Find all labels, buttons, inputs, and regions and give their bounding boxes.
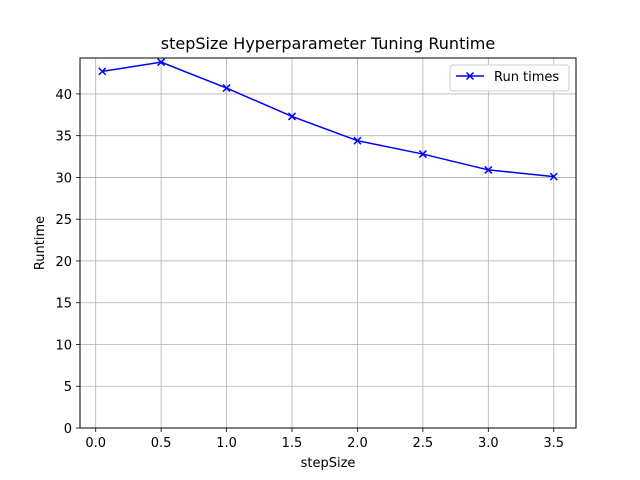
x-tick-label: 0.0	[85, 436, 106, 451]
data-point-marker	[484, 165, 493, 174]
legend-marker-swatch	[465, 71, 475, 81]
y-axis-ticks: 0 5 10 15 20 25 30 35 40	[55, 88, 80, 437]
y-tick-label: 35	[55, 130, 72, 145]
x-axis-ticks: 0.0 0.5 1.0 1.5 2.0 2.5 3.0 3.5	[85, 428, 564, 451]
data-point-marker	[222, 84, 231, 93]
data-point-marker	[549, 172, 558, 181]
x-axis-title: stepSize	[301, 456, 356, 471]
y-tick-label: 25	[55, 213, 72, 228]
y-tick-label: 15	[55, 297, 72, 312]
data-point-marker	[287, 112, 297, 121]
data-point-marker	[418, 150, 427, 159]
y-tick-label: 40	[55, 88, 72, 103]
y-axis-title: Runtime	[33, 216, 48, 270]
x-tick-label: 2.0	[347, 436, 368, 451]
x-tick-label: 1.5	[282, 436, 303, 451]
x-tick-label: 3.0	[478, 436, 499, 451]
y-tick-label: 20	[55, 255, 72, 270]
series-layer	[98, 58, 558, 181]
y-tick-label: 10	[55, 338, 72, 353]
data-point-marker	[157, 58, 166, 67]
x-tick-label: 2.5	[413, 436, 434, 451]
legend-label: Run times	[494, 70, 559, 85]
y-tick-label: 5	[64, 380, 72, 395]
data-point-marker	[98, 67, 107, 76]
series-line	[102, 61, 554, 178]
plot-frame	[79, 57, 577, 429]
legend: Run times	[449, 64, 570, 92]
chart-title: stepSize Hyperparameter Tuning Runtime	[161, 34, 495, 53]
y-tick-label: 30	[55, 171, 72, 186]
x-tick-label: 0.5	[151, 436, 172, 451]
x-tick-label: 1.0	[216, 436, 237, 451]
data-point-marker	[353, 136, 362, 145]
y-tick-label: 0	[64, 422, 72, 437]
x-tick-label: 3.5	[543, 436, 564, 451]
legend-box	[449, 64, 570, 92]
